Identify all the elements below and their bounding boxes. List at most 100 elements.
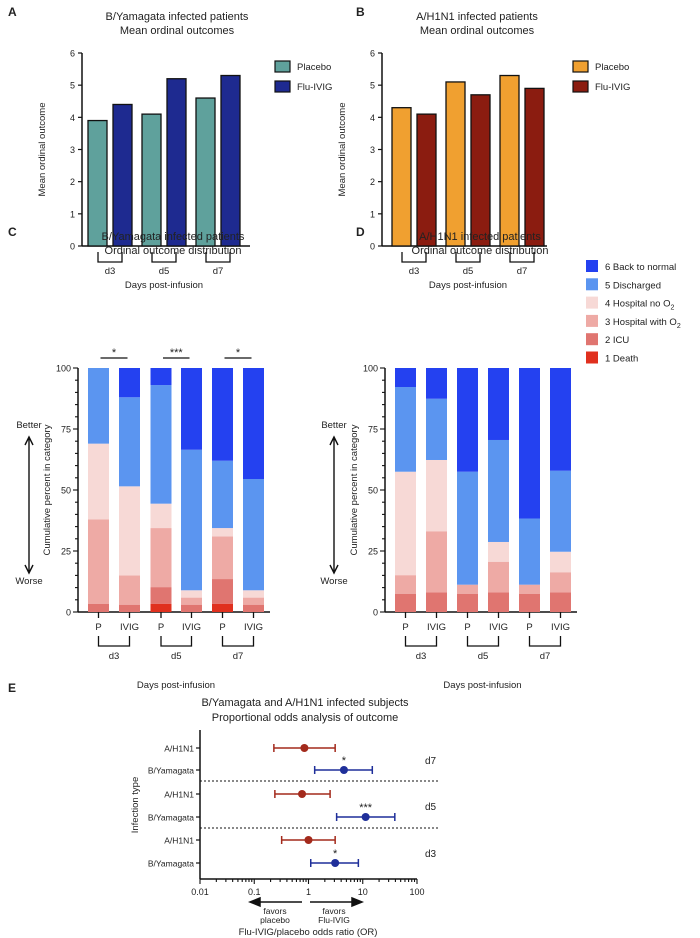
y-tick-label: 4 xyxy=(70,113,75,123)
bar-placebo-d7 xyxy=(499,74,520,247)
stack-segment-5 xyxy=(150,385,172,504)
y-tick-label: 5 xyxy=(70,81,75,91)
stack-segment-6 xyxy=(519,368,540,519)
odds-ratio-point xyxy=(331,859,340,867)
bar-label: IVIG xyxy=(489,622,508,633)
x-tick-label: d3 xyxy=(109,651,120,662)
stack-segment-5 xyxy=(519,518,540,585)
group-bracket xyxy=(466,636,500,647)
legend-swatch xyxy=(572,60,589,73)
legend-swatch xyxy=(274,80,291,93)
favors-ivig-arrow xyxy=(310,896,365,908)
legend-label: Flu-IVIG xyxy=(297,82,332,93)
stack-segment-5 xyxy=(457,471,478,585)
y-tick-label: 2 xyxy=(370,177,375,187)
row-label: A/H1N1 xyxy=(164,744,194,754)
stack-segment-2 xyxy=(550,592,571,612)
x-axis-label: Flu-IVIG/placebo odds ratio (OR) xyxy=(239,927,378,938)
bar-label: IVIG xyxy=(244,622,263,633)
odds-ratio-point xyxy=(300,744,309,752)
stack-segment-2 xyxy=(212,579,233,604)
x-tick-label: d7 xyxy=(517,266,528,277)
group-bracket xyxy=(221,636,255,647)
stack-segment-5 xyxy=(395,387,416,472)
stack-segment-6 xyxy=(395,368,416,388)
stack-segment-1 xyxy=(212,603,233,612)
bar-placebo-d7 xyxy=(195,97,216,247)
bar-label: IVIG xyxy=(551,622,570,633)
favors-ivig-label: favors xyxy=(322,906,345,916)
legend-label: 4 Hospital no O2 xyxy=(605,299,674,312)
y-tick-label: 4 xyxy=(370,113,375,123)
significance-stars: *** xyxy=(359,802,373,814)
stack-segment-5 xyxy=(212,460,233,529)
x-tick-label: 1 xyxy=(306,887,311,897)
stack-segment-6 xyxy=(119,368,140,398)
bar-flu-ivig-d5 xyxy=(470,94,491,247)
x-axis-label: Days post-infusion xyxy=(429,280,507,291)
bar-label: P xyxy=(95,622,101,633)
worse-label: Worse xyxy=(15,576,42,587)
legend-label: Placebo xyxy=(297,62,331,73)
group-bracket xyxy=(401,252,427,263)
chart-subtitle: Mean ordinal outcomes xyxy=(120,25,235,37)
panel-letter: E xyxy=(8,681,16,695)
y-tick-label: 0 xyxy=(70,242,75,252)
significance-stars: * xyxy=(342,755,347,767)
bar-flu-ivig-d7 xyxy=(220,74,241,247)
bar-placebo-d3 xyxy=(391,107,412,247)
legend-label: 3 Hospital with O2 xyxy=(605,317,681,330)
legend-label: Placebo xyxy=(595,62,629,73)
legend-label-main: 4 Hospital no O xyxy=(605,299,670,310)
day-label: d5 xyxy=(425,802,437,813)
stack-segment-3 xyxy=(395,575,416,594)
y-tick-label: 3 xyxy=(70,145,75,155)
stack-segment-5 xyxy=(88,368,109,444)
x-axis-label: Days post-infusion xyxy=(125,280,203,291)
stack-segment-3 xyxy=(150,528,172,588)
bar-label: IVIG xyxy=(120,622,139,633)
stack-segment-2 xyxy=(243,604,264,612)
row-label: B/Yamagata xyxy=(148,813,194,823)
stack-segment-5 xyxy=(426,398,447,460)
bar-label: IVIG xyxy=(427,622,446,633)
stack-segment-5 xyxy=(119,397,140,487)
favors-placebo-label: placebo xyxy=(260,915,290,925)
stack-segment-3 xyxy=(88,519,109,604)
significance-stars: * xyxy=(333,848,338,860)
bar-flu-ivig-d3 xyxy=(112,103,133,247)
y-tick-label: 100 xyxy=(363,364,378,374)
stack-segment-6 xyxy=(457,368,478,472)
legend-label: 5 Discharged xyxy=(605,280,661,291)
x-tick-label: d3 xyxy=(409,266,420,277)
y-tick-label: 100 xyxy=(56,364,71,374)
stack-segment-4 xyxy=(395,471,416,576)
stack-segment-3 xyxy=(457,584,478,594)
legend-label: 1 Death xyxy=(605,354,638,365)
chart-title: A/H1N1 infected patients xyxy=(416,11,538,23)
y-tick-label: 3 xyxy=(370,145,375,155)
y-tick-label: 6 xyxy=(370,49,375,59)
y-tick-label: 75 xyxy=(61,425,71,435)
group-bracket xyxy=(97,252,123,263)
stack-segment-2 xyxy=(488,592,509,612)
stack-segment-6 xyxy=(550,368,571,471)
stack-segment-4 xyxy=(550,551,571,573)
better-label: Better xyxy=(321,420,346,431)
better-label: Better xyxy=(16,420,41,431)
stack-segment-6 xyxy=(181,368,202,450)
bar-flu-ivig-d3 xyxy=(416,113,437,247)
stack-segment-6 xyxy=(150,368,172,386)
chart-subtitle: Mean ordinal outcomes xyxy=(420,25,535,37)
stack-segment-4 xyxy=(243,590,264,598)
legend-label: 6 Back to normal xyxy=(605,262,676,273)
stack-segment-2 xyxy=(395,593,416,612)
y-tick-label: 1 xyxy=(70,209,75,219)
chart-title: B/Yamagata infected patients xyxy=(102,231,245,243)
y-tick-label: 0 xyxy=(370,242,375,252)
chart-title: B/Yamagata infected patients xyxy=(106,11,249,23)
significance-stars: * xyxy=(112,347,117,359)
x-tick-label: d3 xyxy=(416,651,427,662)
favors-placebo-arrow xyxy=(247,896,302,908)
